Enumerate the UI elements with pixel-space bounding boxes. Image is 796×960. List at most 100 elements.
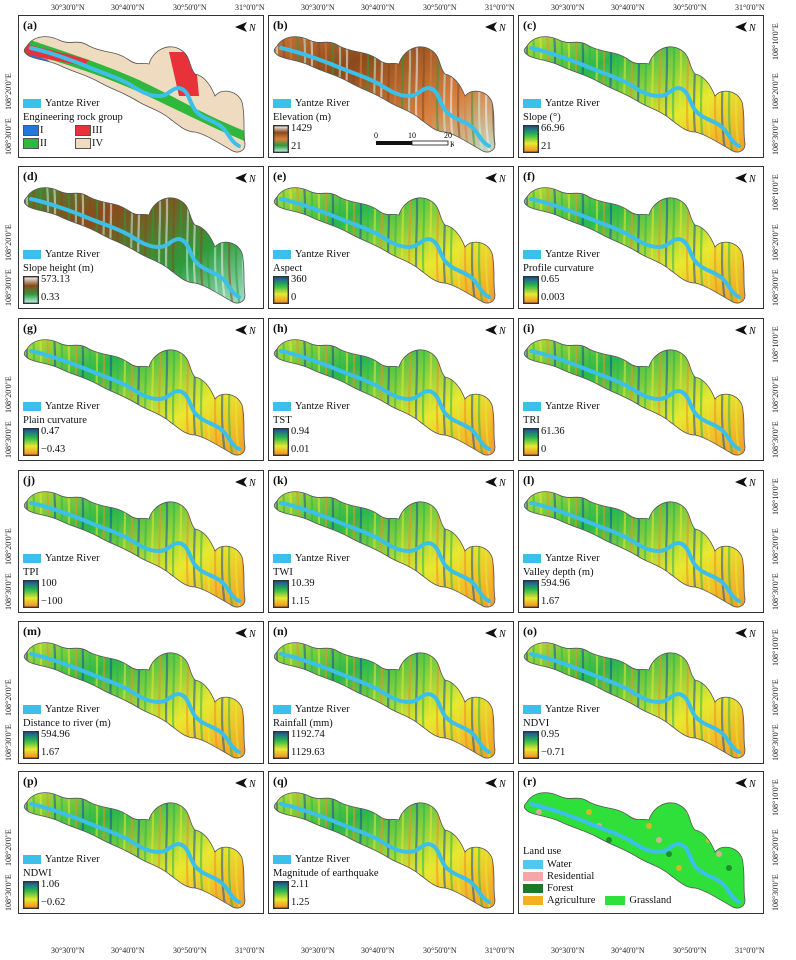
map-h [273,339,496,456]
legend-title: Magnitude of earthquake [273,868,379,879]
color-ramp [23,731,39,759]
river-legend-label: Yantze River [45,98,100,109]
top-lat-label: 30°30'0"N [301,3,335,12]
legend-title: Plain curvature [23,415,87,426]
color-ramp [523,731,539,759]
landuse-swatch [605,895,626,905]
river-line [529,652,741,754]
river-legend-label: Yantze River [45,553,100,564]
legend-min: 1129.63 [291,747,325,758]
rock-class-label: I [40,125,44,136]
map-panel-g: (g) N Yantze River Plain curvature 0.47 −0.43 [18,318,264,461]
side-lon-label: 108°30'0"E [4,724,13,761]
bottom-lat-label: 30°30'0"N [301,946,335,955]
panel-label: (p) [23,774,38,788]
north-arrow-icon: N [235,477,257,489]
north-letter: N [498,629,507,640]
color-ramp [523,276,539,304]
map-panel-h: (h) N Yantze River TST 0.94 0.01 [268,318,514,461]
river-swatch [273,250,291,259]
river-legend: Yantze River [23,249,100,260]
side-lon-label: 108°10'0"E [771,174,780,211]
north-arrow-icon: N [485,628,507,640]
legend-min: 1.15 [291,596,310,607]
legend-title: Profile curvature [523,263,594,274]
river-line [529,349,741,451]
top-lat-label: 30°50'0"N [173,3,207,12]
legend-min: 1.67 [41,747,60,758]
legend-max: 0.95 [541,729,560,740]
map-d [23,187,246,304]
rock-swatch [23,125,39,136]
bottom-lat-label: 30°40'0"N [361,946,395,955]
top-lat-label: 31°0'0"N [235,3,265,12]
color-ramp [273,276,289,304]
side-lon-label: 108°10'0"E [771,478,780,515]
river-legend-label: Yantze River [45,704,100,715]
river-legend: Yantze River [273,553,350,564]
bottom-lat-label: 31°0'0"N [735,946,765,955]
river-legend-label: Yantze River [545,401,600,412]
side-lon-label: 108°30'0"E [4,269,13,306]
river-swatch [523,402,541,411]
river-swatch [23,554,41,563]
bottom-lat-label: 30°40'0"N [611,946,645,955]
legend-max: 0.94 [291,426,310,437]
scale-unit: Km [450,140,454,149]
map-f [523,187,746,304]
side-lon-label: 108°20'0"E [771,829,780,866]
side-lon-label: 108°20'0"E [771,679,780,716]
bottom-lat-label: 30°50'0"N [673,946,707,955]
river-legend: Yantze River [523,249,600,260]
north-arrow-icon: N [735,173,757,185]
river-line [29,802,241,904]
river-swatch [273,99,291,108]
side-lon-label: 108°20'0"E [4,224,13,261]
panel-label: (j) [23,473,35,487]
north-arrow-icon: N [235,628,257,640]
river-legend-label: Yantze River [45,401,100,412]
panel-label: (f) [523,169,535,183]
river-line [29,652,241,754]
legend-max: 0.65 [541,274,560,285]
legend-min: 0.01 [291,444,310,455]
scale-tick: 0 [374,131,378,140]
landuse-swatch [523,859,543,869]
rock-class-label: IV [92,138,104,149]
map-panel-c: (c) N Yantze River Slope (°) 66.96 21 [518,15,764,158]
river-line [279,46,491,148]
legend-min: 0.003 [541,292,565,303]
legend-max: 0.47 [41,426,60,437]
color-ramp [273,428,289,456]
map-panel-m: (m) N Yantze River Distance to river (m) 594… [18,621,264,764]
color-ramp [523,125,539,153]
north-letter: N [748,478,757,489]
side-lon-label: 108°30'0"E [4,118,13,155]
legend-max: 61.36 [541,426,565,437]
river-legend: Yantze River [523,553,600,564]
top-lat-label: 30°40'0"N [111,3,145,12]
scale-tick: 10 [408,131,416,140]
river-swatch [273,705,291,714]
side-lon-label: 108°20'0"E [771,224,780,261]
map-panel-l: (l) N Yantze River Valley depth (m) 594.96 1.… [518,470,764,613]
panel-label: (q) [273,774,288,788]
bottom-lat-label: 31°0'0"N [485,946,515,955]
river-legend-label: Yantze River [45,249,100,260]
north-arrow-icon: N [235,22,257,34]
side-lon-label: 108°20'0"E [4,528,13,565]
rock-swatch [23,138,39,149]
north-arrow-icon: N [235,173,257,185]
map-panel-d: (d) N Yantze River Slope height (m) 573.13 0.… [18,166,264,309]
map-g [23,339,246,456]
river-line [279,501,491,603]
map-panel-i: (i) N Yantze River TRI 61.36 0 [518,318,764,461]
legend-max: 1192.74 [291,729,325,740]
map-panel-q: (q) N Yantze River Magnitude of earthquake 2… [268,771,514,914]
legend-title: Aspect [273,263,303,274]
side-lon-label: 108°10'0"E [771,326,780,363]
river-line [29,501,241,603]
river-legend: Yantze River [523,401,600,412]
river-legend: Yantze River [523,704,600,715]
panel-label: (m) [23,624,41,638]
